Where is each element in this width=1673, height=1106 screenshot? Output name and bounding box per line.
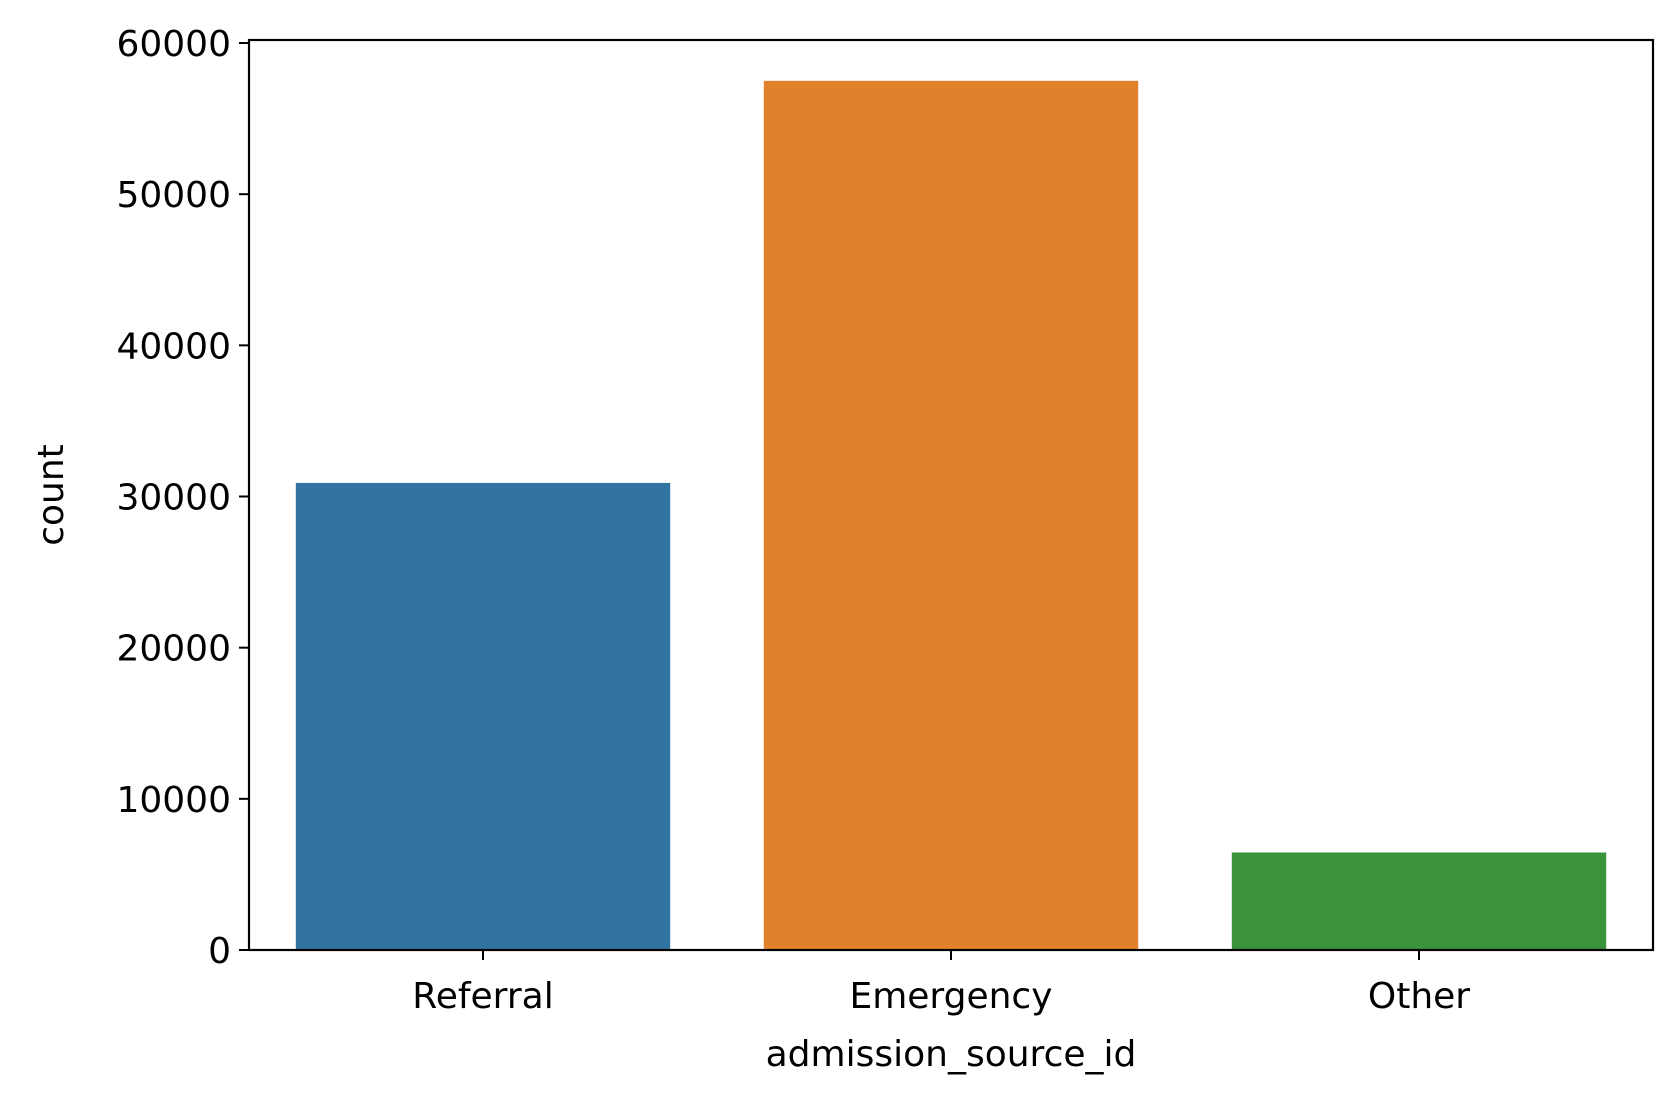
x-tick-label: Referral — [412, 976, 553, 1017]
bars-layer — [295, 80, 1607, 950]
x-axis-ticks: Referral Emergency Other — [412, 950, 1470, 1017]
y-tick-label: 20000 — [116, 629, 231, 670]
y-tick-label: 10000 — [116, 780, 231, 821]
plot-frame — [247, 38, 1655, 952]
x-tick-label: Emergency — [849, 976, 1052, 1017]
y-axis-ticks: 0 10000 20000 30000 40000 50000 60000 — [116, 24, 249, 972]
y-tick-label: 40000 — [116, 326, 231, 367]
y-tick-label: 0 — [208, 931, 231, 972]
x-tick-label: Other — [1368, 976, 1470, 1017]
bar-referral — [295, 482, 671, 950]
y-tick-label: 50000 — [116, 175, 231, 216]
y-axis-label: count — [31, 444, 72, 546]
bar-emergency — [763, 80, 1139, 950]
y-tick-label: 60000 — [116, 24, 231, 65]
y-tick-label: 30000 — [116, 478, 231, 519]
x-axis-label: admission_source_id — [766, 1034, 1137, 1075]
bar-other — [1231, 852, 1607, 950]
